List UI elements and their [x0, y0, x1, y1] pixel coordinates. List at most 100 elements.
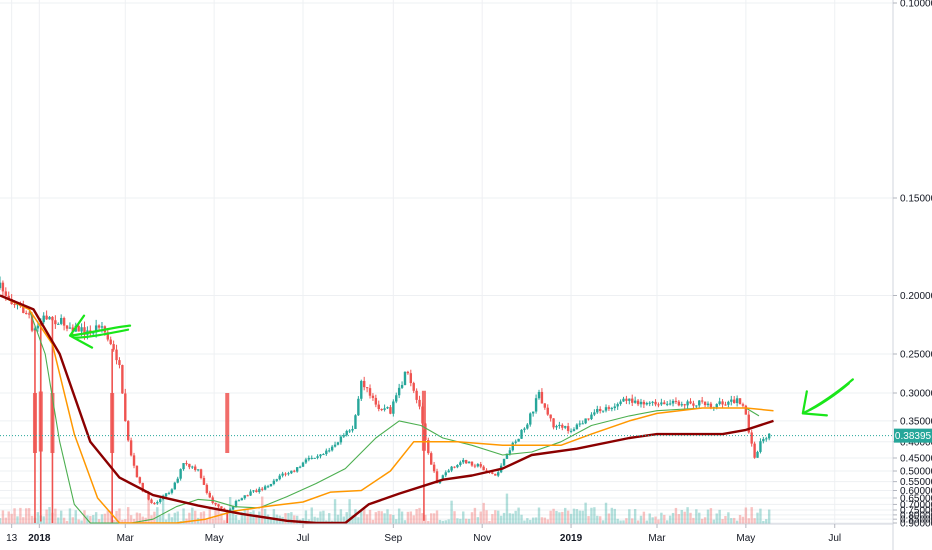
candle-body [45, 315, 48, 320]
volume-bar [473, 507, 477, 524]
candle-body [278, 475, 281, 480]
candle-body [491, 472, 494, 474]
volume-bar [129, 515, 133, 524]
candle-body [22, 306, 25, 313]
candle-body [444, 472, 447, 476]
candle-body [196, 469, 200, 471]
candle-body [657, 404, 660, 406]
volume-bar [488, 520, 491, 524]
volume-bar [293, 515, 296, 524]
volume-bar [348, 499, 351, 524]
volume-bar [485, 510, 488, 524]
candle-body [584, 418, 587, 424]
volume-bar [427, 520, 430, 524]
candle-body-spike [225, 393, 230, 453]
candle-body [362, 380, 366, 388]
candle-body [648, 402, 651, 404]
volume-bar [686, 507, 689, 524]
candle-body [68, 327, 72, 329]
candle-body [249, 491, 252, 496]
candle-body [176, 478, 179, 483]
candle-body [566, 426, 570, 431]
volume-bar [0, 518, 2, 524]
candle-body [616, 404, 619, 407]
candle-body [622, 398, 625, 402]
volume-bar [584, 502, 587, 524]
volume-bar [199, 512, 203, 524]
volume-bar [194, 510, 197, 524]
volume-bar [470, 512, 474, 524]
volume-bar [741, 516, 745, 524]
volume-bar [689, 512, 692, 524]
volume-bar [569, 513, 573, 524]
candle-body [619, 401, 622, 405]
volume-bar [313, 516, 316, 524]
time-axis[interactable]: 13 2018 Mar May Jul Sep Nov 2019 Mar May Jul [6, 524, 841, 544]
candle-body [246, 495, 249, 497]
candle-body [759, 441, 762, 452]
candle-body [284, 473, 287, 475]
candle-body [368, 388, 372, 396]
candle-body [135, 465, 139, 478]
volume-bar [141, 516, 144, 524]
volume-bar [668, 515, 672, 524]
candle-body [415, 390, 418, 400]
candle-body [51, 316, 54, 321]
candle-body [549, 414, 552, 419]
candle-body [237, 500, 241, 502]
volume-bar [7, 511, 10, 524]
volume-bar [750, 507, 753, 524]
candle-body [252, 490, 255, 492]
candle-body [126, 421, 130, 441]
candle-body [476, 464, 480, 467]
volume-bar [700, 518, 704, 524]
volume-bar [272, 509, 276, 524]
candle-body [304, 459, 308, 463]
volume-bar [135, 512, 139, 524]
candle-body [564, 426, 567, 428]
current-price-badge-bg [894, 428, 932, 443]
candle-body [62, 317, 66, 326]
candle-body [467, 461, 471, 464]
volume-bar [374, 512, 378, 524]
volume-bar [645, 520, 649, 524]
candle-body [581, 423, 584, 425]
volume-bar [447, 519, 450, 524]
candlesticks [0, 276, 771, 523]
moving-averages [0, 294, 774, 525]
volume-bar [657, 519, 660, 524]
candle-body-spike [32, 393, 37, 453]
candle-body [179, 469, 182, 479]
candle-body [409, 373, 413, 384]
candle-body [689, 401, 692, 404]
volume-bar [432, 513, 436, 524]
candle-body [435, 471, 439, 484]
volume-bar [671, 512, 675, 524]
ma-line-1 [0, 295, 760, 524]
candle-body [380, 409, 383, 411]
volume-bar [188, 512, 191, 524]
volume-bar [351, 515, 354, 524]
candle-body [220, 506, 223, 509]
candle-body [345, 430, 348, 436]
candle-body [199, 469, 203, 478]
candle-body [57, 323, 60, 325]
volume-bar [575, 509, 579, 524]
volume-bar [83, 510, 86, 524]
candle-body [173, 482, 177, 490]
volume-bar [695, 509, 698, 524]
volume-bar [126, 507, 130, 524]
candle-body [191, 466, 194, 468]
volume-bar [759, 508, 762, 524]
candle-body [121, 365, 124, 394]
volume-bar [132, 518, 136, 524]
volume-bar [68, 508, 72, 524]
candle-body [686, 401, 689, 406]
volume-bar [733, 517, 736, 524]
candle-body [0, 282, 2, 288]
candle-body [266, 486, 270, 488]
volume-bar [523, 520, 526, 524]
